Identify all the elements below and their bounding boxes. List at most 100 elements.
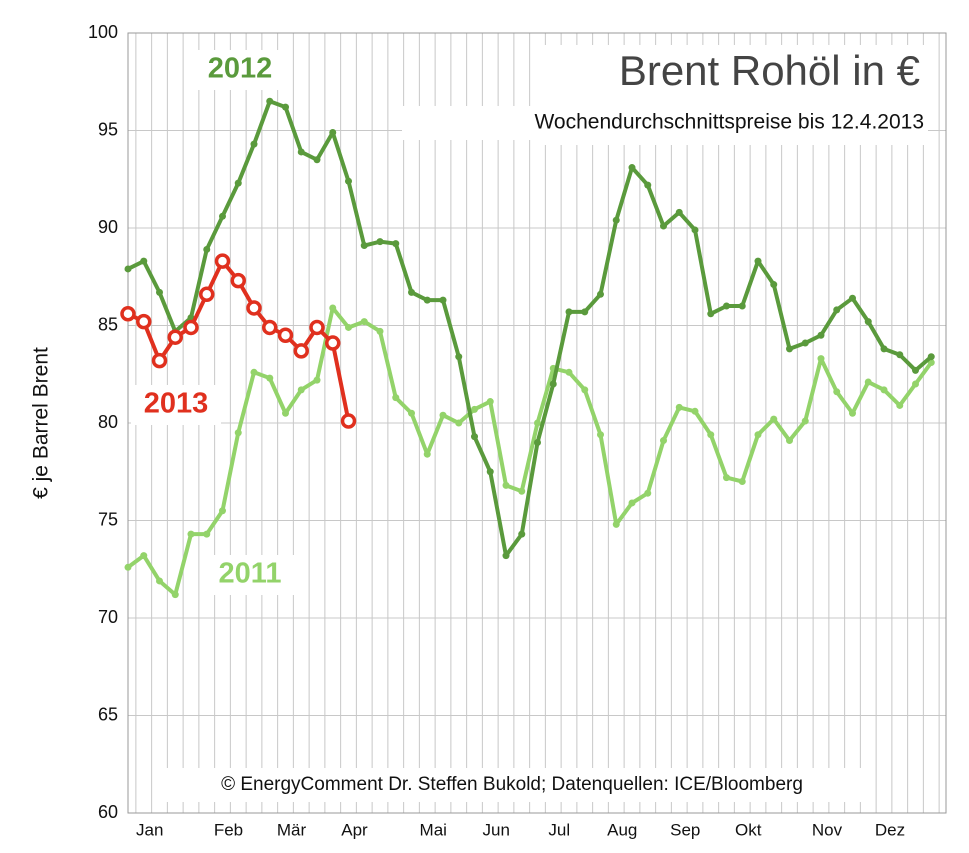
y-tick-label: 60 [98,802,118,822]
data-point [612,216,620,224]
data-point [486,398,494,406]
data-point [282,103,289,111]
data-point [219,507,226,515]
data-point [266,374,274,382]
data-point [230,272,246,289]
x-tick-label: Mai [420,820,447,839]
data-point [203,530,211,538]
data-point [392,394,400,402]
data-point [313,156,321,164]
x-tick-label: Okt [735,820,762,839]
data-point [246,300,262,316]
data-point [675,403,683,411]
x-tick-label: Nov [812,820,843,839]
data-point [723,302,730,310]
data-point [486,468,494,476]
data-point [628,499,636,507]
x-tick-label: Jun [483,820,510,839]
data-point [471,405,478,413]
data-point [565,368,573,376]
data-point [171,591,179,599]
data-point [801,339,809,347]
data-point [644,489,652,497]
data-point [140,257,148,265]
data-point [234,429,242,437]
data-point [471,433,478,441]
data-point [644,181,652,189]
data-point [660,222,667,230]
x-tick-label: Dez [875,820,905,839]
x-tick-label: Sep [670,820,700,839]
data-point [518,530,526,538]
data-point [439,411,447,419]
y-tick-label: 100 [88,22,118,42]
y-tick-label: 90 [98,217,118,237]
data-point [534,439,541,446]
x-tick-label: Aug [607,820,637,839]
data-point [723,474,730,482]
y-tick-label: 70 [98,607,118,627]
data-point [199,286,215,303]
y-axis-label: € je Barrel Brent [30,347,53,499]
data-point [293,343,309,359]
data-point [156,288,163,296]
data-point [262,319,278,336]
data-point [329,128,337,136]
data-point [455,419,463,427]
data-point [340,413,357,429]
y-tick-label: 75 [98,509,118,529]
data-point [691,407,699,415]
data-point [234,179,242,187]
data-point [136,313,152,330]
series-line [126,305,933,597]
data-point [754,257,762,265]
data-point [549,380,557,388]
data-point [183,319,199,336]
series-label-bg [195,50,285,90]
data-point [156,577,163,585]
data-point [360,242,368,250]
data-point [360,318,368,326]
data-point [297,386,305,394]
data-point [140,552,148,560]
data-point [880,386,888,394]
data-point [214,253,231,269]
data-point [313,376,321,384]
data-point [817,331,825,339]
data-point [423,296,431,304]
data-point [455,353,463,361]
data-point [770,281,778,289]
y-tick-label: 85 [98,314,118,334]
series-label: 2013 [144,388,209,420]
data-point [408,288,415,296]
data-point [738,302,746,310]
series-label-bg [131,385,221,425]
x-tick-label: Jul [548,820,570,839]
data-point [376,327,384,335]
data-point [801,417,809,425]
series-label: 2012 [208,53,273,85]
data-point [707,310,715,318]
lines [120,97,935,599]
data-point [277,327,294,343]
credit: © EnergyComment Dr. Steffen Bukold; Date… [221,774,803,795]
data-point [250,140,258,148]
data-point [833,388,841,396]
data-point [565,308,573,316]
data-point [120,306,136,322]
data-point [675,208,683,216]
data-point [864,318,872,326]
data-point [203,245,211,253]
data-point [896,351,904,359]
data-point [534,419,541,427]
y-tick-label: 80 [98,412,118,432]
plot-frame [127,32,947,814]
data-point [309,319,325,336]
data-point [345,323,352,331]
chart-title: Brent Rohöl in € [619,47,920,94]
data-point [124,563,132,571]
data-point [329,304,337,312]
data-point [833,306,841,314]
data-point [167,329,183,345]
